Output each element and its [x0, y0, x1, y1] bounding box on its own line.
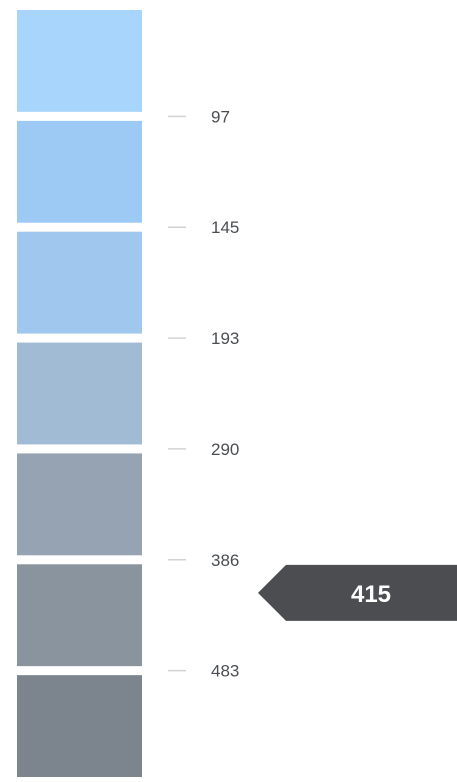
- legend-tick-label: 145: [211, 218, 239, 237]
- legend-bin: [17, 675, 142, 777]
- legend-tick-label: 386: [211, 551, 239, 570]
- legend-bin: [17, 10, 142, 112]
- legend-tick-label: 290: [211, 440, 239, 459]
- value-pointer-label: 415: [351, 581, 391, 608]
- legend-bin: [17, 231, 142, 334]
- legend-tick-label: 97: [211, 107, 230, 126]
- legend-bin: [17, 342, 142, 445]
- legend-bin: [17, 120, 142, 223]
- value-pointer: 415: [258, 564, 457, 621]
- legend-tick-label: 483: [211, 662, 239, 681]
- legend-tick-label: 193: [211, 329, 239, 348]
- value-pointer-shape: [258, 564, 457, 621]
- legend-ticks: 97 145 193 290 386 483: [168, 107, 239, 681]
- legend-bins: [17, 10, 142, 777]
- legend-bin: [17, 453, 142, 556]
- legend-bin: [17, 564, 142, 667]
